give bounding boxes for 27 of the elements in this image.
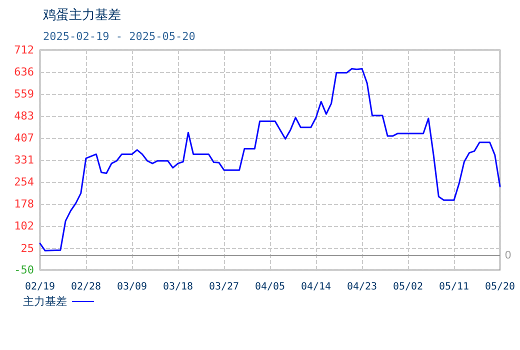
x-tick-label: 04/05: [254, 282, 286, 292]
y-tick-label: 331: [14, 154, 34, 166]
line-series: [39, 68, 501, 252]
x-tick-label: 02/19: [24, 282, 56, 292]
chart-subtitle: 2025-02-19 - 2025-05-20: [43, 30, 196, 43]
y-tick-label: 559: [14, 88, 34, 101]
y-tick-label: 483: [14, 110, 34, 123]
x-tick-label: 05/11: [438, 282, 470, 292]
y-tick-label: 254: [14, 176, 34, 189]
x-tick-label: 05/02: [392, 282, 424, 292]
legend-label: 主力基差: [23, 295, 67, 308]
y-tick-label: -50: [14, 264, 34, 276]
chart-title: 鸡蛋主力基差: [42, 7, 121, 23]
x-tick-label: 03/27: [208, 282, 240, 292]
y-tick-label: 25: [20, 242, 34, 255]
x-tick-label: 05/20: [484, 282, 516, 292]
x-tick-label: 03/18: [162, 282, 194, 292]
x-tick-label: 02/28: [70, 282, 102, 292]
y-tick-label: 102: [14, 220, 34, 233]
y-tick-label: 407: [14, 132, 34, 145]
x-tick-label: 04/14: [300, 282, 332, 292]
ref-line-label: 0: [505, 250, 512, 262]
x-tick-label: 04/23: [346, 282, 378, 292]
x-tick-label: 03/09: [116, 282, 148, 292]
y-tick-label: 636: [14, 65, 34, 78]
y-tick-label: 178: [14, 198, 34, 211]
y-tick-label: 712: [14, 44, 34, 56]
